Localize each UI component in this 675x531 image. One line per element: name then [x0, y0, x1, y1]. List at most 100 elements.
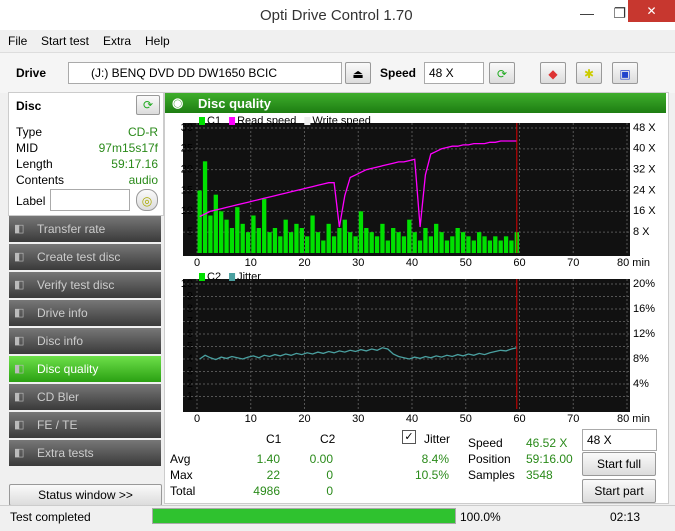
- y-tick-label: 9: [187, 290, 193, 302]
- menu-item[interactable]: Extra: [103, 34, 132, 48]
- bar: [417, 240, 423, 253]
- y-tick-label: 25: [181, 143, 193, 155]
- y2-tick-label: 20%: [633, 278, 655, 290]
- bar: [229, 228, 235, 253]
- title-bar: [0, 0, 675, 30]
- info-label: Position: [468, 452, 511, 466]
- legend-label: Read speed: [237, 115, 296, 127]
- info-label: Speed: [468, 436, 503, 450]
- y-tick-label: 5: [187, 340, 193, 352]
- nav-item[interactable]: Disc quality: [9, 356, 161, 384]
- bar: [262, 198, 267, 253]
- elapsed-time: 02:13: [610, 510, 641, 524]
- bar: [315, 232, 321, 253]
- save-button[interactable]: ▣: [612, 62, 638, 84]
- x-tick-label: 80 min: [617, 413, 650, 425]
- disc-refresh[interactable]: ⟳: [136, 95, 160, 115]
- eject-button[interactable]: ⏏: [345, 62, 371, 84]
- nav-item[interactable]: Disc info: [9, 328, 161, 356]
- bar: [202, 161, 208, 253]
- menu-item[interactable]: File: [8, 34, 28, 48]
- x-tick-label: 0: [194, 413, 200, 425]
- line-series: [199, 347, 517, 361]
- bar: [471, 240, 476, 253]
- bar: [283, 219, 288, 253]
- legend-swatch: [229, 273, 236, 281]
- panel-header: [165, 93, 666, 113]
- panel-title: Disc quality: [198, 96, 271, 111]
- bar: [245, 232, 251, 253]
- legend-label: C2: [207, 271, 221, 283]
- jitter-checkbox[interactable]: ✓: [402, 430, 416, 444]
- x-tick-label: 0: [194, 257, 200, 269]
- legend-swatch: [199, 273, 205, 281]
- disc-field-label: Length: [16, 157, 53, 171]
- label-button[interactable]: ◎: [136, 189, 158, 211]
- nav-icon: ◧: [14, 223, 25, 235]
- legend-swatch: [199, 117, 205, 125]
- nav-item[interactable]: Transfer rate: [9, 216, 161, 244]
- test-speed-select[interactable]: 48 X: [582, 429, 657, 451]
- drive-name: (J:) BENQ DVD DD DW1650 BCIC: [91, 66, 278, 80]
- menu-item[interactable]: Start test: [41, 34, 90, 48]
- bar: [374, 236, 380, 253]
- bar: [434, 223, 439, 253]
- x-tick-label: 40: [406, 413, 418, 425]
- nav-item[interactable]: CD Bler: [9, 384, 161, 412]
- start-full-button[interactable]: Start full: [582, 452, 656, 476]
- label-input[interactable]: [50, 189, 130, 211]
- disc-field-value: 97m15s17f: [98, 141, 158, 155]
- bar: [240, 223, 245, 253]
- info-value: 59:16.00: [526, 452, 573, 466]
- status-window-button[interactable]: Status window >>: [9, 484, 162, 506]
- disc-field-value: audio: [128, 173, 158, 187]
- bar: [197, 190, 202, 253]
- nav-item[interactable]: Verify test disc: [9, 272, 161, 300]
- bar: [412, 232, 417, 253]
- nav-item[interactable]: FE / TE: [9, 412, 161, 440]
- legend-swatch: [229, 117, 236, 125]
- start-part-button[interactable]: Start part: [582, 479, 656, 503]
- jitter-label: Jitter: [424, 432, 451, 446]
- stats-value: 22: [266, 468, 280, 482]
- bar: [331, 236, 337, 253]
- nav-icon: ◧: [14, 363, 25, 375]
- bar: [256, 228, 261, 253]
- refresh-button[interactable]: ⟳: [489, 62, 515, 84]
- bar: [460, 232, 466, 253]
- progress-text: 100.0%: [460, 510, 501, 524]
- y2-tick-label: 8 X: [633, 226, 650, 238]
- legend-label: C1: [207, 115, 221, 127]
- bar: [477, 232, 482, 253]
- bar: [487, 240, 493, 253]
- bar: [208, 215, 213, 253]
- bar: [342, 219, 347, 253]
- x-tick-label: 50: [460, 257, 472, 269]
- disc-field-label: Contents: [16, 173, 65, 187]
- speed-select[interactable]: 48 X: [424, 62, 484, 84]
- y2-tick-label: 16 X: [633, 205, 656, 217]
- y2-tick-label: 40 X: [633, 143, 656, 155]
- nav-item[interactable]: Extra tests: [9, 440, 161, 468]
- x-tick-label: 70: [567, 413, 579, 425]
- nav-item[interactable]: Create test disc: [9, 244, 161, 272]
- y2-tick-label: 4%: [633, 378, 649, 390]
- bar: [364, 228, 369, 253]
- close-button[interactable]: ✕: [628, 0, 675, 22]
- stats-header: C1: [266, 432, 282, 446]
- bar: [213, 194, 218, 253]
- nav-item[interactable]: Drive info: [9, 300, 161, 328]
- bar: [294, 223, 299, 253]
- info-value: 46.52 X: [526, 436, 568, 450]
- bar: [380, 223, 385, 253]
- plot-area: [183, 279, 630, 412]
- window-controls[interactable]: — ❐: [580, 5, 626, 21]
- bar: [272, 228, 278, 253]
- erase-button[interactable]: ◆: [540, 62, 566, 84]
- settings-button[interactable]: ✱: [576, 62, 602, 84]
- menu-item[interactable]: Help: [145, 34, 170, 48]
- legend-swatch: [304, 117, 311, 125]
- bar: [407, 219, 412, 253]
- drive-select[interactable]: (J:) BENQ DVD DD DW1650 BCIC: [68, 62, 342, 84]
